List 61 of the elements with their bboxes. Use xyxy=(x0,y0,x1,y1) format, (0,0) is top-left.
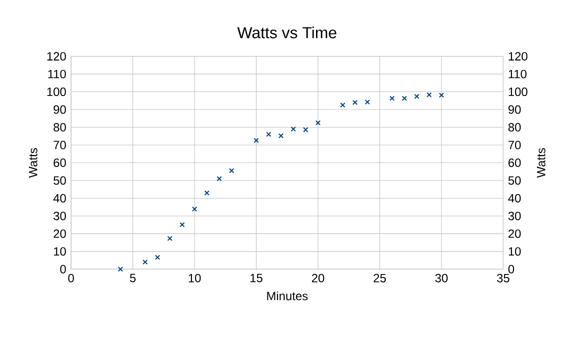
y-tick-label: 0 xyxy=(60,264,66,274)
y2-tick-label: 120 xyxy=(508,52,528,61)
y2-tick-label: 90 xyxy=(508,105,521,114)
point xyxy=(180,222,185,228)
point xyxy=(167,236,172,242)
x-tick-label: 0 xyxy=(68,274,74,282)
y-tick-label: 20 xyxy=(54,229,66,238)
y2-tick-label: 10 xyxy=(508,247,521,256)
y-tick-label: 90 xyxy=(54,105,66,114)
y-tick-label: 110 xyxy=(48,70,66,78)
y-axis-title: Watts xyxy=(28,148,38,178)
x-tick-label: 35 xyxy=(497,274,510,282)
y2-tick-label: 60 xyxy=(508,158,521,167)
point xyxy=(154,254,160,260)
y2-tick-label: 80 xyxy=(508,123,521,132)
point xyxy=(142,259,148,265)
y-tick-label: 120 xyxy=(47,52,66,61)
point xyxy=(402,96,408,101)
point xyxy=(315,120,321,126)
x-tick-label: 25 xyxy=(374,274,386,282)
y2-tick-label: 30 xyxy=(508,212,521,220)
y2-tick-label: 110 xyxy=(508,70,527,78)
point xyxy=(254,138,259,143)
y2-tick-label: 100 xyxy=(508,88,528,96)
point xyxy=(414,94,420,100)
point xyxy=(303,127,308,132)
point xyxy=(364,99,370,105)
y-tick-label: 100 xyxy=(47,88,66,96)
y-tick-label: 40 xyxy=(53,194,66,202)
point xyxy=(389,96,395,101)
y2-tick-label: 70 xyxy=(508,140,521,150)
y2-tick-label: 50 xyxy=(508,176,521,185)
point xyxy=(192,206,198,212)
x-tick-label: 30 xyxy=(435,274,448,282)
y-tick-label: 10 xyxy=(54,247,66,256)
point xyxy=(340,102,346,108)
y2-tick-label: 40 xyxy=(508,194,521,202)
y-tick-label: 70 xyxy=(54,140,66,150)
point xyxy=(352,100,358,106)
y-tick-label: 60 xyxy=(54,158,66,167)
x-tick-label: 15 xyxy=(250,274,262,282)
y-tick-label: 80 xyxy=(54,123,66,132)
chart-title: Watts vs Time xyxy=(237,26,336,38)
x-tick-label: 20 xyxy=(312,274,324,282)
x-tick-label: 10 xyxy=(188,274,201,282)
point xyxy=(204,190,210,196)
point xyxy=(290,126,296,132)
x-tick-label: 5 xyxy=(130,274,136,282)
point xyxy=(216,176,222,182)
point xyxy=(266,132,272,137)
point xyxy=(426,92,432,98)
y2-tick-label: 0 xyxy=(508,264,514,274)
y2-axis-title: Watts xyxy=(536,148,546,178)
point xyxy=(118,266,124,272)
point xyxy=(228,168,234,174)
x-axis-title: Minutes xyxy=(267,291,308,300)
y-tick-label: 30 xyxy=(54,212,66,220)
y-tick-label: 50 xyxy=(54,176,66,185)
point xyxy=(438,92,444,98)
y2-tick-label: 20 xyxy=(508,229,521,238)
point xyxy=(278,133,284,138)
